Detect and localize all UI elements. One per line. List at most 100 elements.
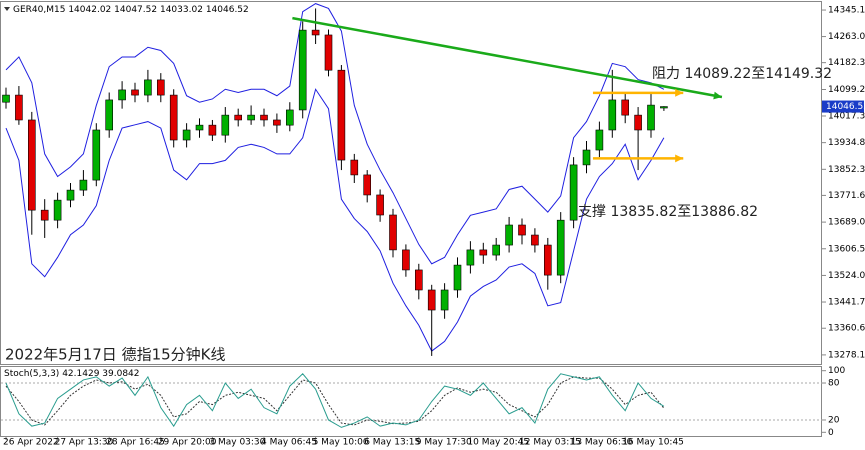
candle-body [350,159,359,176]
symbol: GER40,M15 [13,5,65,15]
candle-body [402,249,410,271]
current-price: 14046.52 [826,102,865,112]
candle-body [15,94,23,121]
candle-body [247,114,255,121]
candle-body [105,99,113,131]
candle-body [479,249,488,256]
main-panel [0,1,822,365]
candle-body [2,94,10,103]
x-tick-label: 6 May 13:15 [364,438,420,448]
candle-body [234,114,242,121]
candle-body [131,89,139,96]
y-tick-label: 100 [828,366,845,376]
candle-body [531,234,539,246]
candle-body [273,119,281,126]
stoch-signal-last: 39.0842 [102,369,139,379]
stoch-main-last: 42.1429 [62,369,99,379]
candle-body [660,106,668,109]
x-tick-label: 16 May 10:45 [622,438,684,448]
stoch-line [5,373,665,428]
y-tick-label: 14345.10 [828,6,865,16]
price-tag-bg [822,100,864,113]
candle-body [66,189,75,201]
candle-body [376,194,384,216]
candle-body [634,114,642,131]
y-tick-label: 13524.00 [828,271,865,281]
candle-body [556,219,565,276]
menu-icon [4,7,10,11]
y-tick-label: 20 [828,415,840,425]
candle-body [144,79,152,96]
x-tick-label: 28 Apr 16:45 [106,438,165,448]
x-tick-label: 5 May 10:00 [313,438,369,448]
candle-body [466,249,475,266]
x-tick-label: 12 May 03:15 [519,438,581,448]
candle-body [427,289,436,311]
candle-body [505,224,513,246]
y-tick-label: 13606.50 [828,244,865,254]
chart-caption: 2022年5月17日 德指15分钟K线 [5,346,226,364]
candle-body [492,244,501,256]
candle-body [518,224,526,236]
candle-body [324,34,333,71]
candle-body [647,104,655,131]
x-tick-label: 3 May 03:30 [209,438,265,448]
arrow-head [713,91,722,100]
candle-body [311,29,320,36]
x-tick-label: 26 Apr 2022 [3,438,59,448]
chart-header: GER40,M15 14042.02 14047.52 14033.02 140… [13,5,249,15]
support-note: 支撑 13835.82至13886.82 [578,204,758,220]
candle-body [440,289,449,311]
stoch-line [5,376,665,426]
candle-body [453,264,462,291]
candle-body [621,99,630,116]
y-tick-label: 14263.05 [828,32,865,42]
resistance-note: 阻力 14089.22至14149.32 [652,66,832,82]
y-tick-label: 14017.35 [828,111,865,121]
stoch-panel [0,366,822,437]
candle-body [208,124,217,136]
candle-body [608,99,617,131]
candle-body [169,94,178,141]
x-tick-label: 13 May 06:30 [571,438,633,448]
x-tick-label: 4 May 06:45 [261,438,317,448]
trend-line [292,16,723,99]
x-tick-label: 29 Apr 20:00 [158,438,217,448]
band-line [5,88,665,352]
band-line [5,3,665,265]
candle-body [182,129,191,141]
y-tick-label: 14182.35 [828,58,865,68]
x-tick-label: 9 May 17:30 [416,438,472,448]
y-tick-label: 13441.75 [828,298,865,308]
candle-body [92,129,101,181]
candle-body [221,114,230,136]
x-tick-label: 27 Apr 13:30 [55,438,114,448]
candle-body [363,174,372,196]
candle-body [157,79,165,96]
stoch-header: Stoch(5,3,3) 42.1429 39.0842 [4,369,140,379]
candle-body [543,244,552,276]
y-tick-label: 14099.25 [828,85,865,95]
candle-body [595,129,604,151]
candle-body [337,69,346,161]
y-tick-label: 13852.35 [828,165,865,175]
last-open: 14042.02 [68,5,111,15]
last-high: 14047.52 [114,5,157,15]
candle-body [195,124,204,131]
candle-body [414,269,423,291]
arrow-head [675,88,684,97]
y-tick-label: 13934.85 [828,138,865,148]
candle-body [260,114,268,121]
y-tick-label: 13360.65 [828,324,865,334]
candle-body [298,29,307,111]
candle-body [582,149,591,166]
candle-body [389,214,397,251]
arrow-head [675,154,684,163]
y-tick-label: 13689.00 [828,218,865,228]
plot-area [2,3,668,356]
candle-body [118,89,126,101]
x-tick-label: 10 May 20:45 [467,438,529,448]
candle-body [53,199,62,221]
y-tick-label: 13771.60 [828,191,865,201]
